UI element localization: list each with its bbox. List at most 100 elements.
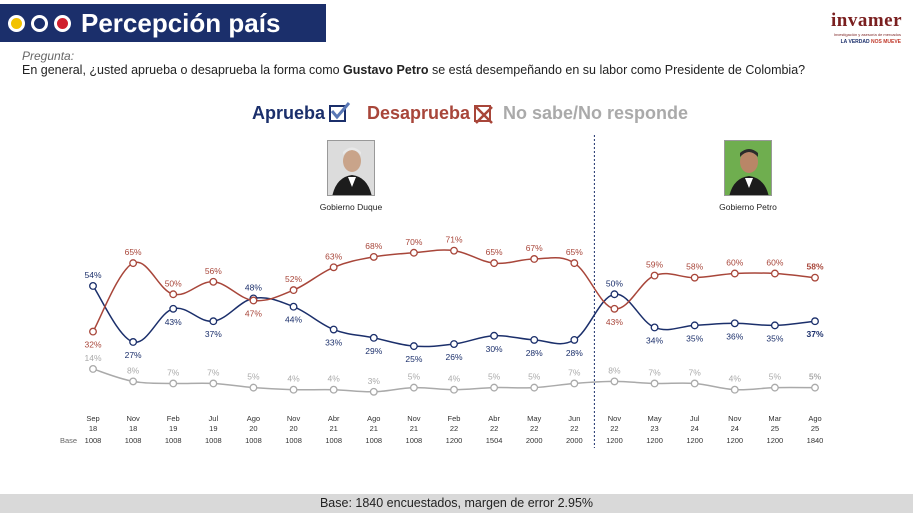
data-label: 65% bbox=[125, 247, 142, 257]
data-point bbox=[811, 273, 819, 282]
data-label: 7% bbox=[689, 367, 702, 377]
data-point bbox=[490, 383, 499, 392]
data-label: 35% bbox=[686, 333, 703, 343]
x-tick-base: 1008 bbox=[365, 436, 382, 445]
person-icon bbox=[328, 141, 374, 195]
data-label: 14% bbox=[84, 353, 101, 363]
x-tick-base: 1200 bbox=[767, 436, 784, 445]
data-label: 58% bbox=[806, 262, 823, 272]
data-point bbox=[730, 385, 739, 394]
data-label: 44% bbox=[285, 315, 302, 325]
red-dot-icon bbox=[54, 14, 71, 32]
question-label: Pregunta: bbox=[22, 49, 75, 63]
data-point bbox=[690, 379, 699, 388]
data-label: 59% bbox=[646, 260, 663, 270]
x-tick-month: Nov bbox=[728, 414, 742, 423]
data-point bbox=[129, 377, 138, 386]
x-tick-year: 22 bbox=[530, 424, 538, 433]
x-tick-year: 22 bbox=[450, 424, 458, 433]
data-label: 56% bbox=[205, 266, 222, 276]
data-label: 27% bbox=[125, 350, 142, 360]
data-point bbox=[209, 317, 218, 326]
data-label: 4% bbox=[729, 374, 742, 384]
x-tick-year: 20 bbox=[249, 424, 257, 433]
legend-approve-label: Aprueba bbox=[252, 103, 326, 123]
title-bar: Percepción país bbox=[0, 4, 326, 42]
data-label: 4% bbox=[287, 374, 300, 384]
data-point bbox=[249, 296, 258, 305]
data-label: 7% bbox=[648, 367, 661, 377]
legend-no-answer-label: No sabe/No responde bbox=[503, 103, 689, 123]
data-label: 54% bbox=[84, 270, 101, 280]
data-point bbox=[570, 379, 579, 388]
x-tick-base: 1200 bbox=[446, 436, 463, 445]
data-label: 33% bbox=[325, 338, 342, 348]
data-point bbox=[169, 290, 178, 299]
data-point bbox=[650, 323, 659, 332]
question-name: Gustavo Petro bbox=[343, 63, 429, 77]
data-point bbox=[129, 338, 138, 346]
data-label: 47% bbox=[245, 308, 262, 318]
data-point bbox=[450, 246, 458, 255]
data-point bbox=[730, 269, 739, 278]
x-tick-base: 2000 bbox=[526, 436, 543, 445]
data-point bbox=[169, 304, 178, 313]
data-label: 8% bbox=[608, 365, 621, 375]
data-label: 5% bbox=[528, 372, 541, 382]
x-tick-year: 22 bbox=[570, 424, 578, 433]
data-label: 37% bbox=[806, 329, 823, 339]
x-tick-base: 1200 bbox=[686, 436, 703, 445]
data-label: 50% bbox=[606, 278, 623, 288]
data-point bbox=[289, 302, 298, 311]
petro-portrait bbox=[724, 140, 772, 196]
x-tick-year: 22 bbox=[490, 424, 498, 433]
data-point bbox=[169, 379, 178, 388]
logo-subtitle: Investigación y asesoría de mercados bbox=[833, 32, 901, 37]
x-tick-year: 25 bbox=[811, 424, 819, 433]
x-tick-month: Ago bbox=[367, 414, 380, 423]
x-tick-month: Jun bbox=[568, 414, 580, 423]
data-label: 35% bbox=[766, 333, 783, 343]
data-label: 63% bbox=[325, 251, 342, 261]
data-label: 4% bbox=[328, 374, 341, 384]
data-label: 29% bbox=[365, 346, 382, 356]
data-point bbox=[329, 325, 338, 334]
x-tick-month: Nov bbox=[126, 414, 140, 423]
data-point bbox=[89, 365, 97, 373]
legend: Aprueba Desaprueba No sabe/No responde bbox=[0, 102, 913, 127]
petro-caption: Gobierno Petro bbox=[719, 202, 777, 212]
x-tick-month: Abr bbox=[328, 414, 340, 423]
data-point bbox=[650, 271, 659, 280]
data-label: 3% bbox=[368, 376, 381, 386]
x-tick-year: 20 bbox=[289, 424, 297, 433]
duque-portrait bbox=[327, 140, 375, 196]
x-tick-year: 19 bbox=[169, 424, 177, 433]
data-point bbox=[249, 383, 258, 392]
data-point bbox=[570, 259, 579, 268]
data-point bbox=[490, 331, 499, 340]
data-label: 60% bbox=[726, 258, 743, 268]
data-label: 5% bbox=[408, 372, 421, 382]
data-label: 43% bbox=[606, 317, 623, 327]
data-label: 28% bbox=[566, 348, 583, 358]
x-tick-month: May bbox=[647, 414, 661, 423]
base-label: Base bbox=[60, 436, 77, 445]
checkmark-icon bbox=[329, 102, 351, 122]
data-point bbox=[490, 259, 499, 268]
data-point bbox=[770, 383, 779, 392]
data-point bbox=[409, 248, 418, 257]
x-tick-month: May bbox=[527, 414, 541, 423]
blue-dot-icon bbox=[31, 14, 48, 32]
x-tick-base: 1200 bbox=[646, 436, 663, 445]
data-point bbox=[289, 286, 298, 295]
data-label: 70% bbox=[405, 237, 422, 247]
x-tick-month: Abr bbox=[488, 414, 500, 423]
x-tick-month: Feb bbox=[448, 414, 461, 423]
x-tick-month: Jul bbox=[690, 414, 700, 423]
data-label: 5% bbox=[809, 372, 822, 382]
data-label: 58% bbox=[686, 262, 703, 272]
data-point bbox=[690, 321, 699, 330]
x-tick-year: 21 bbox=[410, 424, 418, 433]
x-tick-year: 18 bbox=[129, 424, 137, 433]
